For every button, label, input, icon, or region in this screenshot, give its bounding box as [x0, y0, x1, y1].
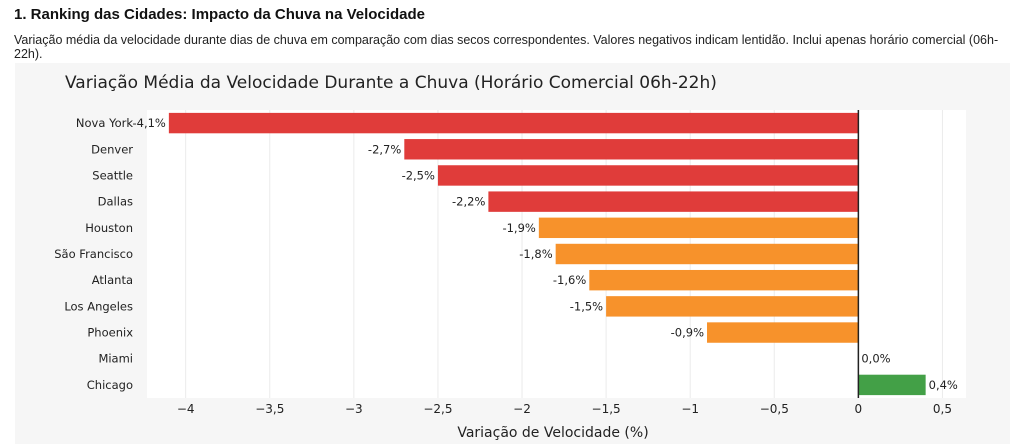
bar[interactable]: [707, 322, 859, 343]
x-tick-label: −1: [681, 402, 699, 416]
section-title: 1. Ranking das Cidades: Impacto da Chuva…: [14, 6, 425, 23]
data-label: -1,8%: [519, 247, 552, 261]
x-axis-label: Variação de Velocidade (%): [457, 425, 648, 441]
y-tick-label: Los Angeles: [64, 299, 133, 313]
x-tick-label: −2,5: [423, 402, 452, 416]
y-tick-label: Atlanta: [92, 273, 133, 287]
data-label: -1,9%: [502, 221, 535, 235]
data-label: -4,1%: [132, 116, 165, 130]
bar[interactable]: [404, 139, 859, 160]
section-description: Variação média da velocidade durante dia…: [14, 33, 999, 61]
x-tick-label: −1,5: [592, 402, 621, 416]
chart-title: Variação Média da Velocidade Durante a C…: [65, 73, 717, 93]
bar[interactable]: [589, 269, 859, 291]
y-tick-label: Nova York: [76, 116, 133, 130]
y-tick-label: Dallas: [98, 195, 133, 209]
bar[interactable]: [538, 217, 859, 239]
bar[interactable]: [858, 374, 926, 396]
y-tick-label: São Francisco: [54, 247, 133, 261]
x-tick-label: −2: [513, 402, 531, 416]
data-label: 0,4%: [929, 378, 958, 392]
x-tick-label: −4: [177, 402, 195, 416]
data-label: -2,7%: [368, 142, 401, 156]
data-label: 0,0%: [861, 352, 890, 366]
x-tick-label: 0: [855, 402, 863, 416]
y-tick-label: Phoenix: [87, 326, 133, 340]
y-tick-label: Seattle: [92, 168, 133, 182]
bar[interactable]: [168, 112, 859, 134]
data-label: -2,2%: [452, 195, 485, 209]
y-tick-label: Houston: [85, 221, 133, 235]
y-tick-label: Denver: [91, 142, 133, 156]
y-tick-label: Miami: [98, 352, 133, 366]
x-tick-label: −3: [345, 402, 363, 416]
bar[interactable]: [555, 243, 859, 265]
x-tick-label: 0,5: [933, 402, 952, 416]
bar[interactable]: [488, 191, 859, 212]
y-tick-label: Chicago: [87, 378, 133, 392]
x-tick-label: −0,5: [760, 402, 789, 416]
x-tick-label: −3,5: [255, 402, 284, 416]
bar[interactable]: [606, 296, 859, 317]
data-label: -1,6%: [553, 273, 586, 287]
data-label: -2,5%: [402, 168, 435, 182]
data-label: -1,5%: [570, 299, 603, 313]
bar[interactable]: [437, 165, 859, 186]
data-label: -0,9%: [671, 326, 704, 340]
